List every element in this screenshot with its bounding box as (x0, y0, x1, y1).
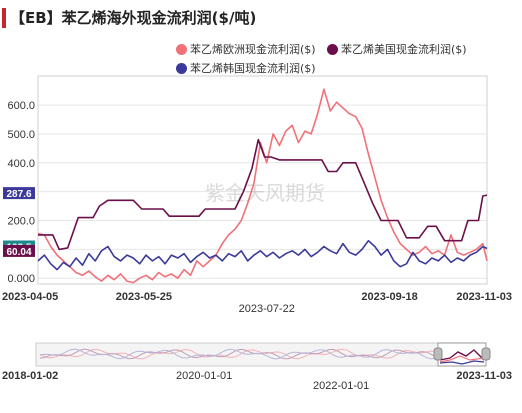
last-value-badge (3, 244, 35, 257)
navigator-handle[interactable] (433, 347, 443, 361)
plot-frame (37, 75, 488, 285)
y-tick-label: 600.0 (7, 100, 35, 112)
navigator-handle[interactable] (481, 347, 491, 361)
navigator-window-line (439, 360, 485, 365)
watermark: 紫金天风期货 (205, 181, 325, 205)
navigator-window-line (439, 355, 485, 363)
navigator-mid-label: 2020-01-01 (176, 370, 232, 382)
y-tick-label: 0.000 (7, 273, 35, 285)
last-value-badge-label: 287.6 (6, 189, 31, 200)
x-tick-label: 2023-09-18 (361, 291, 417, 303)
navigator-mid-label: 2022-01-01 (313, 380, 369, 392)
navigator-overview-line (39, 348, 441, 360)
x-tick-label: 2023-11-03 (456, 291, 512, 303)
legend-item-us[interactable]: 苯乙烯美国现金流利润($) (327, 41, 467, 57)
navigator-end-label: 2023-11-03 (456, 370, 512, 382)
legend-label-europe: 苯乙烯欧洲现金流利润($) (190, 43, 316, 56)
navigator-overview-line (39, 348, 441, 360)
legend-item-europe[interactable]: 苯乙烯欧洲现金流利润($) (176, 41, 316, 57)
x-tick-label: 2023-04-05 (2, 291, 58, 303)
series-line-2 (37, 239, 488, 271)
y-tick-label: 400.0 (7, 158, 35, 170)
x-tick-label: 2023-07-22 (239, 303, 295, 315)
title-accent (2, 8, 6, 28)
title-bar: 【EB】苯乙烯海外现金流利润($/吨) (0, 0, 522, 34)
x-tick-label: 2023-05-25 (116, 291, 172, 303)
navigator-window-line (439, 349, 485, 361)
navigator-start-label: 2018-01-02 (2, 370, 58, 382)
legend-item-korea[interactable]: 苯乙烯韩国现金流利润($) (176, 60, 316, 76)
chart-title: 【EB】苯乙烯海外现金流利润($/吨) (10, 9, 257, 27)
series-line-1 (38, 138, 488, 251)
last-value-badge (3, 187, 35, 200)
legend-label-korea: 苯乙烯韩国现金流利润($) (190, 62, 316, 75)
legend-marker-europe (176, 43, 187, 55)
y-tick-label: 500.0 (7, 129, 35, 141)
last-value-badge-label: 60.04 (6, 247, 31, 258)
legend-marker-us (327, 43, 338, 55)
legend-label-us: 苯乙烯美国现金流利润($) (341, 43, 467, 56)
legend-marker-korea (176, 62, 187, 74)
y-tick-label: 200.0 (7, 216, 35, 228)
